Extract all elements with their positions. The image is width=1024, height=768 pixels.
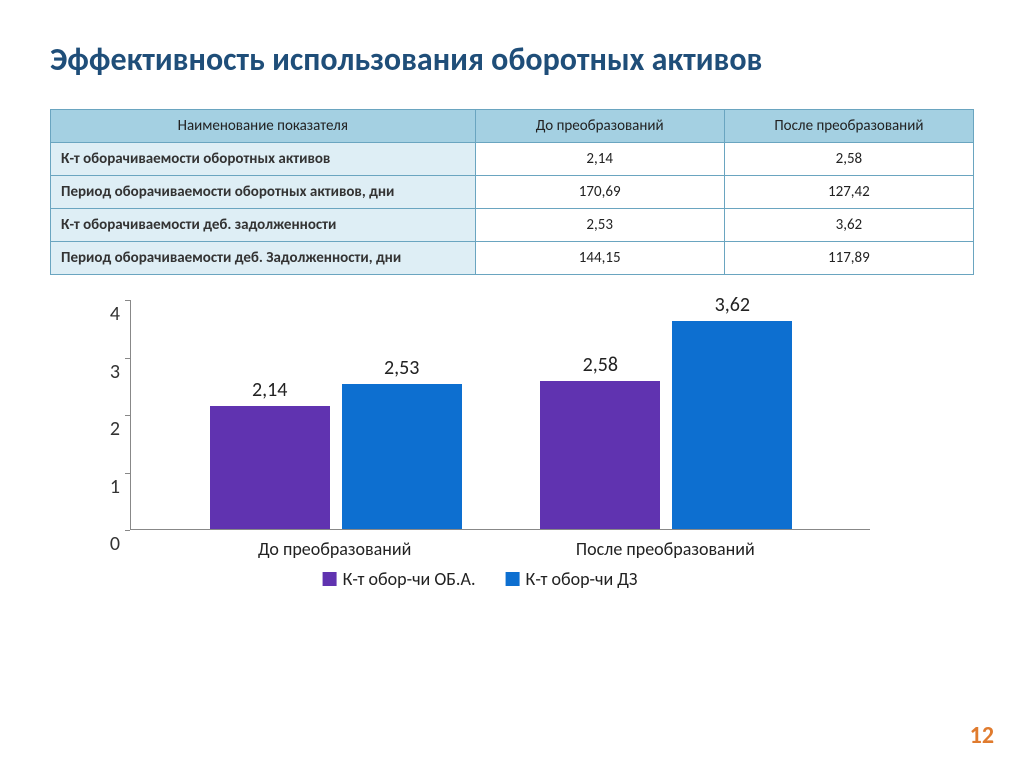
row-val: 3,62 — [724, 209, 973, 242]
row-name: Период оборачиваемости деб. Задолженност… — [51, 242, 476, 275]
col-header-after: После преобразований — [724, 110, 973, 143]
chart-legend: К-т обор-чи ОБ.А. К-т обор-чи ДЗ — [323, 568, 638, 590]
row-val: 144,15 — [475, 242, 724, 275]
bar-chart: 2,142,532,583,62 К-т обор-чи ОБ.А. К-т о… — [70, 300, 890, 590]
y-tick-mark — [125, 358, 130, 359]
indicators-table: Наименование показателя До преобразовани… — [50, 109, 974, 275]
y-tick-label: 4 — [70, 302, 120, 326]
table-row: К-т оборачиваемости деб. задолженности 2… — [51, 209, 974, 242]
y-tick-label: 0 — [70, 532, 120, 556]
category-label: До преобразований — [209, 538, 461, 560]
row-name: К-т оборачиваемости оборотных активов — [51, 143, 476, 176]
table-row: Период оборачиваемости деб. Задолженност… — [51, 242, 974, 275]
bar-value-label: 2,14 — [210, 378, 330, 402]
legend-item: К-т обор-чи ОБ.А. — [323, 568, 476, 590]
slide-title: Эффективность использования оборотных ак… — [50, 40, 974, 79]
bar: 2,53 — [342, 384, 462, 529]
bar: 3,62 — [672, 321, 792, 529]
row-val: 117,89 — [724, 242, 973, 275]
y-tick-label: 3 — [70, 360, 120, 384]
category-label: После преобразований — [539, 538, 791, 560]
bar: 2,14 — [210, 406, 330, 529]
y-tick-label: 2 — [70, 417, 120, 441]
legend-swatch-icon — [323, 572, 337, 586]
row-val: 127,42 — [724, 176, 973, 209]
legend-label: К-т обор-чи ДЗ — [526, 568, 638, 590]
y-tick-mark — [125, 473, 130, 474]
page-number: 12 — [970, 721, 994, 750]
row-val: 2,14 — [475, 143, 724, 176]
row-name: Период оборачиваемости оборотных активов… — [51, 176, 476, 209]
legend-swatch-icon — [506, 572, 520, 586]
row-name: К-т оборачиваемости деб. задолженности — [51, 209, 476, 242]
y-tick-mark — [125, 530, 130, 531]
legend-label: К-т обор-чи ОБ.А. — [343, 568, 476, 590]
y-tick-label: 1 — [70, 475, 120, 499]
bar: 2,58 — [540, 381, 660, 529]
y-tick-mark — [125, 415, 130, 416]
table-row: Период оборачиваемости оборотных активов… — [51, 176, 974, 209]
row-val: 2,53 — [475, 209, 724, 242]
row-val: 170,69 — [475, 176, 724, 209]
plot-area: 2,142,532,583,62 — [130, 300, 870, 530]
col-header-before: До преобразований — [475, 110, 724, 143]
col-header-name: Наименование показателя — [51, 110, 476, 143]
legend-item: К-т обор-чи ДЗ — [506, 568, 638, 590]
bar-value-label: 2,58 — [540, 353, 660, 377]
bar-value-label: 3,62 — [672, 293, 792, 317]
bar-value-label: 2,53 — [342, 356, 462, 380]
table-row: К-т оборачиваемости оборотных активов 2,… — [51, 143, 974, 176]
y-tick-mark — [125, 300, 130, 301]
row-val: 2,58 — [724, 143, 973, 176]
